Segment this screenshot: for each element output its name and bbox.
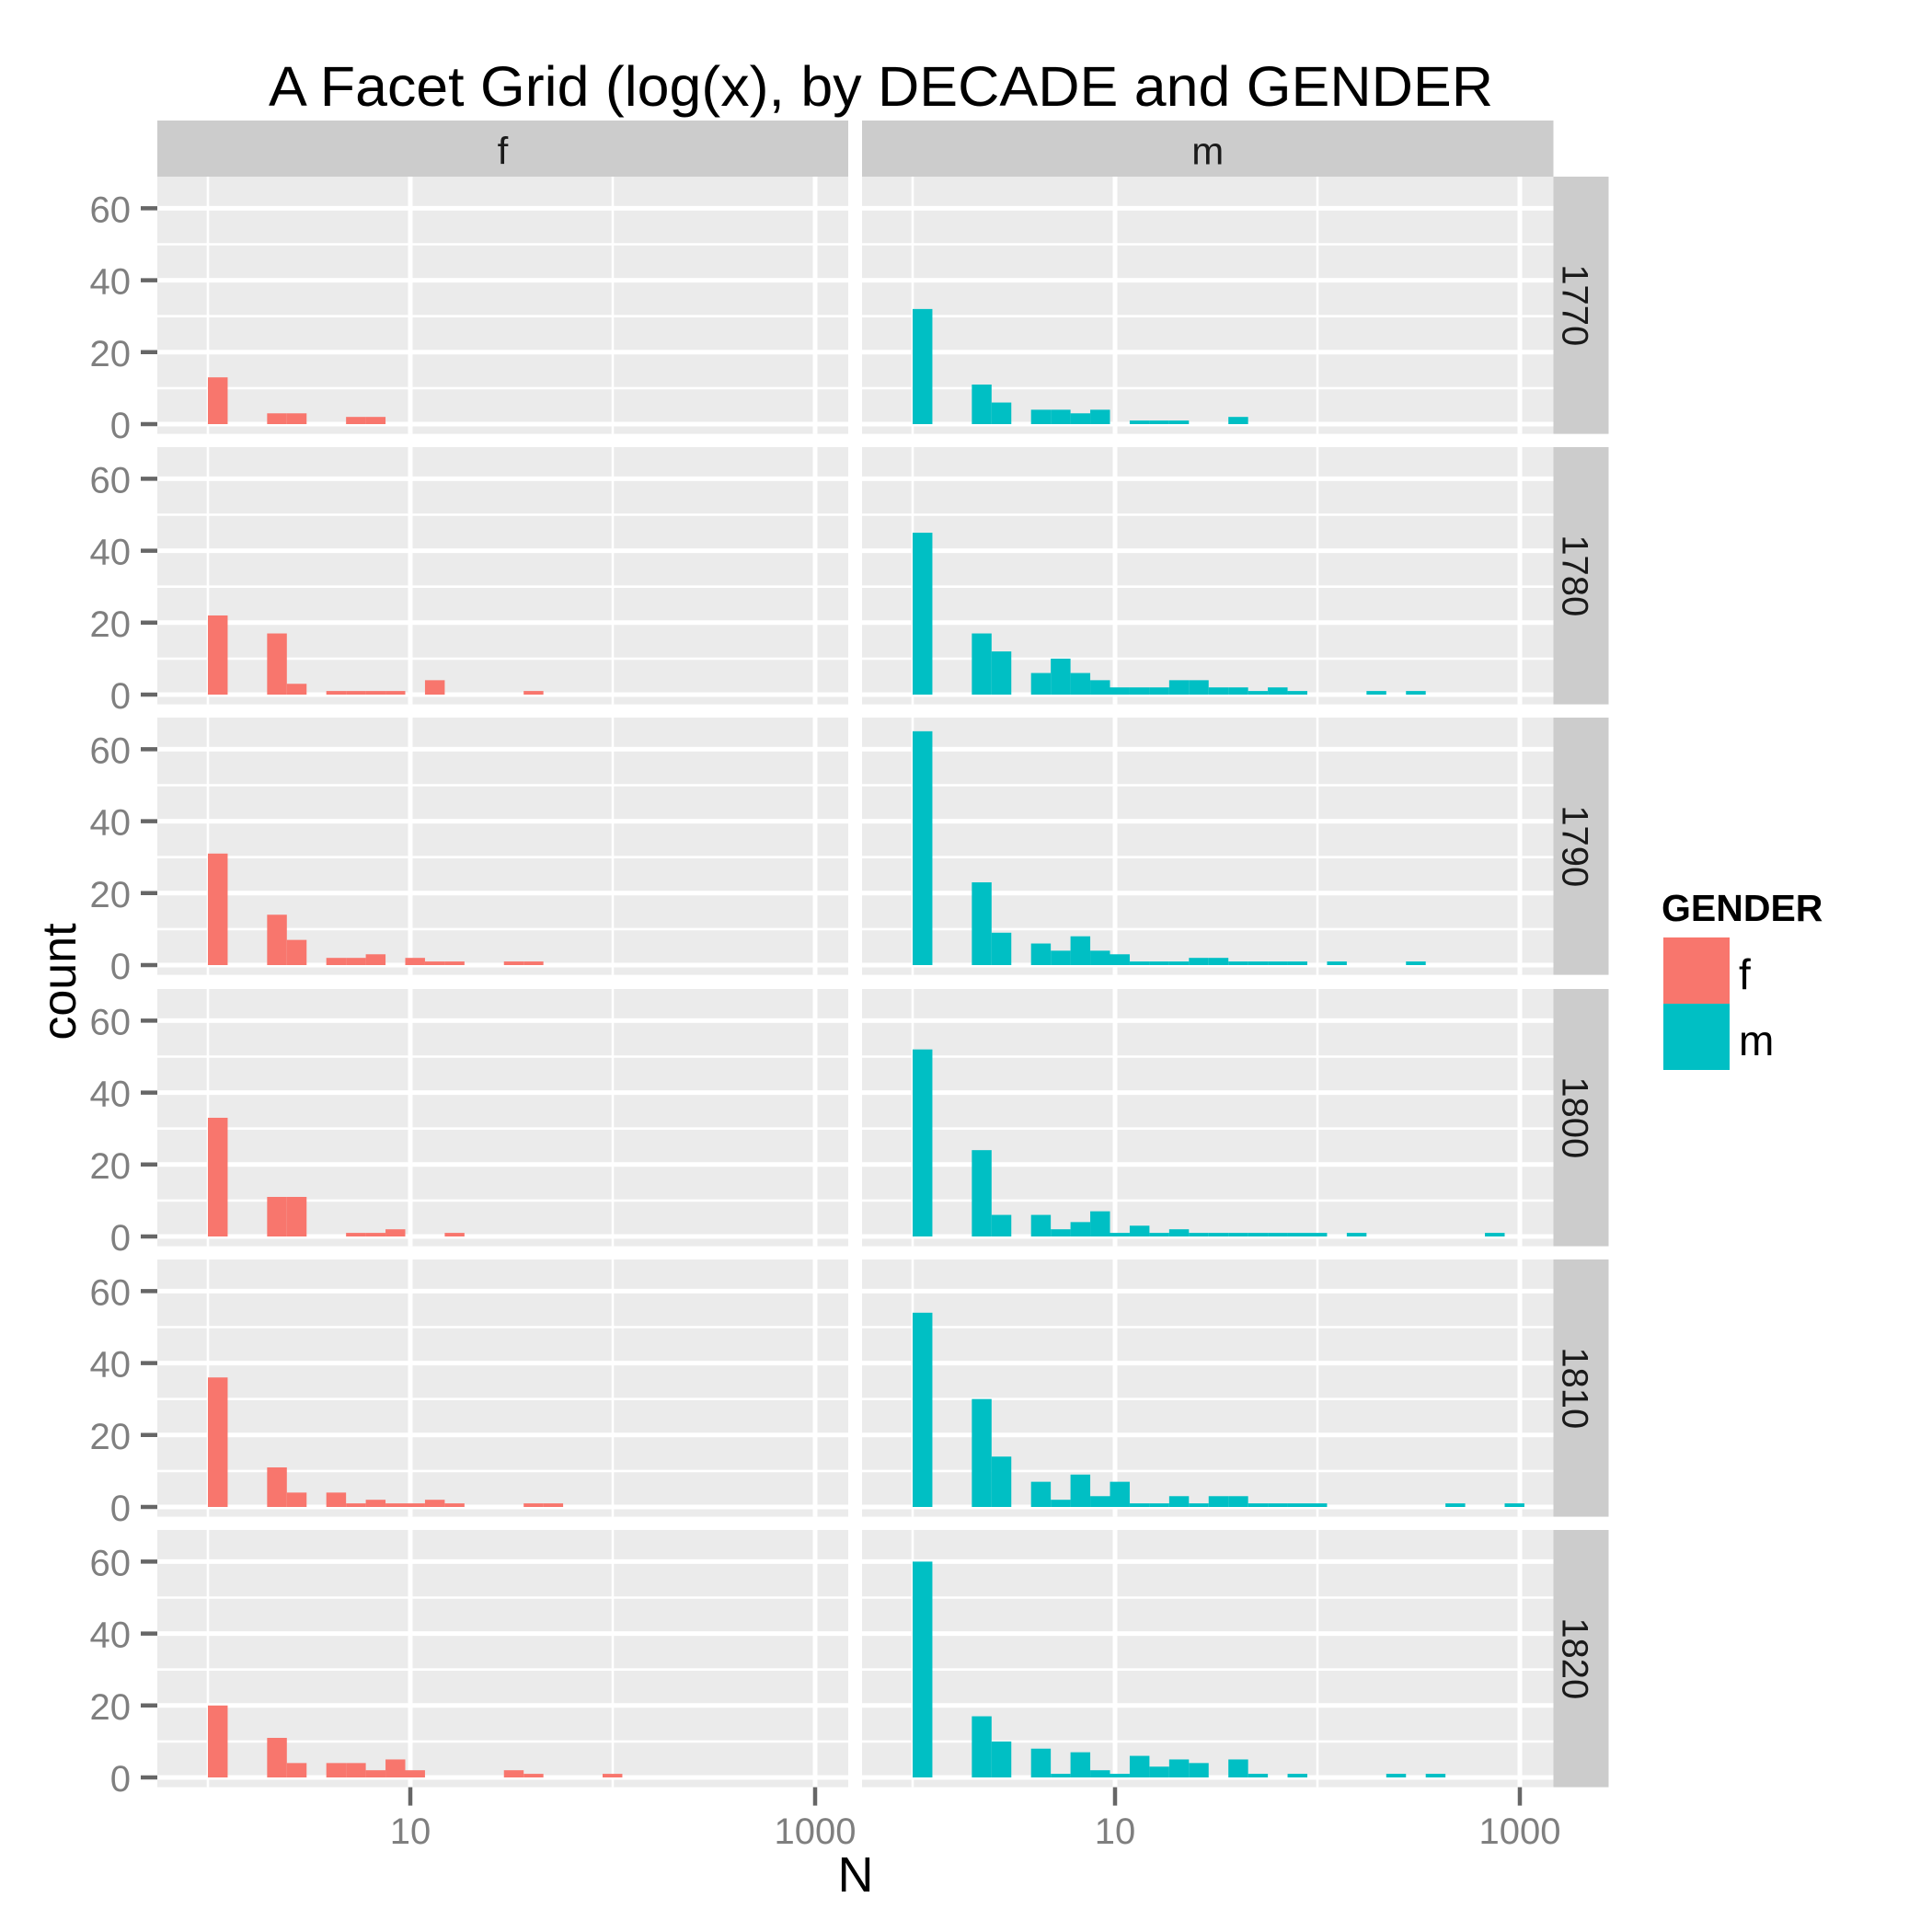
svg-text:60: 60 — [90, 1272, 132, 1313]
svg-text:40: 40 — [90, 262, 132, 303]
svg-text:40: 40 — [90, 803, 132, 844]
svg-text:0: 0 — [110, 1489, 131, 1529]
svg-text:60: 60 — [90, 730, 132, 771]
svg-text:0: 0 — [110, 1218, 131, 1259]
svg-text:40: 40 — [90, 533, 132, 573]
svg-text:40: 40 — [90, 1075, 132, 1115]
svg-text:1000: 1000 — [1479, 1811, 1561, 1852]
svg-text:40: 40 — [90, 1616, 132, 1656]
svg-text:0: 0 — [110, 406, 131, 446]
svg-text:1800: 1800 — [1555, 1076, 1595, 1158]
svg-text:60: 60 — [90, 1002, 132, 1042]
svg-text:m: m — [1191, 130, 1224, 173]
svg-text:20: 20 — [90, 604, 132, 645]
svg-text:GENDER: GENDER — [1662, 887, 1823, 929]
svg-text:60: 60 — [90, 190, 132, 230]
svg-text:f: f — [498, 130, 509, 173]
svg-text:N: N — [838, 1847, 874, 1903]
svg-text:count: count — [33, 923, 86, 1041]
svg-text:1000: 1000 — [775, 1811, 857, 1852]
svg-text:40: 40 — [90, 1345, 132, 1386]
svg-text:1780: 1780 — [1555, 535, 1595, 616]
svg-text:0: 0 — [110, 947, 131, 987]
svg-text:1810: 1810 — [1555, 1347, 1595, 1429]
svg-text:0: 0 — [110, 1759, 131, 1800]
svg-text:10: 10 — [390, 1811, 431, 1852]
svg-text:1790: 1790 — [1555, 805, 1595, 887]
svg-text:m: m — [1739, 1017, 1774, 1064]
svg-text:1770: 1770 — [1555, 264, 1595, 346]
svg-text:20: 20 — [90, 334, 132, 374]
svg-text:10: 10 — [1095, 1811, 1136, 1852]
svg-text:20: 20 — [90, 1417, 132, 1457]
svg-text:20: 20 — [90, 1146, 132, 1187]
svg-text:0: 0 — [110, 676, 131, 717]
svg-text:20: 20 — [90, 1687, 132, 1728]
svg-text:60: 60 — [90, 460, 132, 500]
svg-text:1820: 1820 — [1555, 1617, 1595, 1699]
svg-text:20: 20 — [90, 875, 132, 915]
svg-text:A Facet Grid (log(x), by DECAD: A Facet Grid (log(x), by DECADE and GEND… — [269, 55, 1493, 118]
svg-text:60: 60 — [90, 1543, 132, 1583]
svg-text:f: f — [1739, 950, 1751, 998]
